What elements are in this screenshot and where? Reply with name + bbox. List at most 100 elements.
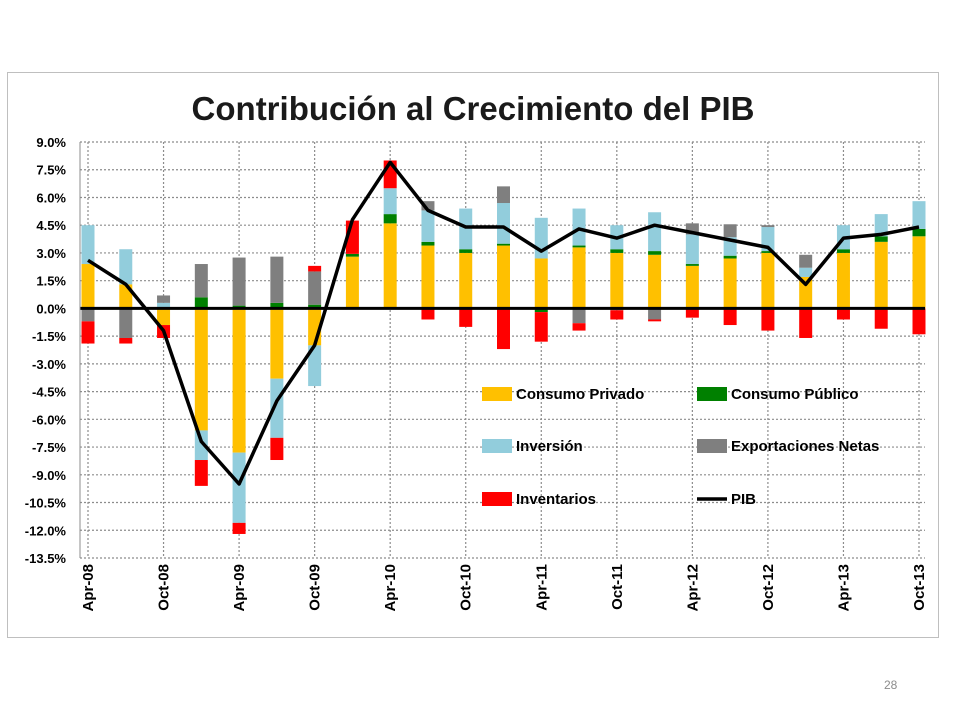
bar-segment [194, 460, 208, 486]
x-tick-label: Oct-11 [609, 564, 626, 610]
x-tick-label: Apr-08 [80, 564, 97, 612]
y-tick-label: 3.0% [36, 246, 66, 261]
bar-segment [685, 265, 699, 309]
bar-segment [761, 225, 775, 228]
legend-label: Consumo Privado [516, 386, 644, 403]
bar-segment [874, 241, 888, 309]
bar-segment [723, 308, 737, 326]
bar-segment [81, 225, 95, 265]
bar-segment [912, 201, 926, 229]
y-tick-label: 4.5% [36, 218, 66, 233]
bar-segment [421, 201, 435, 211]
bar-segment [723, 255, 737, 259]
y-tick-label: -1.5% [32, 329, 66, 344]
bar-segment [799, 276, 813, 309]
bar-segment [497, 308, 510, 350]
bar-segment [270, 308, 284, 379]
bar-segment [345, 253, 359, 257]
legend-label: Inversión [516, 438, 583, 455]
chart-frame [7, 72, 939, 638]
y-tick-label: -9.0% [32, 468, 66, 483]
bar-segment [572, 308, 586, 324]
bar-segment [572, 208, 586, 246]
legend-label: Exportaciones Netas [731, 438, 879, 455]
bar-segment [761, 308, 775, 331]
bar-segment [497, 203, 510, 244]
bar-segment [119, 337, 133, 344]
legend-swatch [697, 439, 727, 453]
bar-segment [685, 264, 699, 266]
bar-segment [459, 208, 473, 250]
bar-segment [723, 224, 737, 238]
bars [81, 160, 926, 534]
bar-segment [421, 210, 435, 242]
bar-segment [648, 319, 662, 322]
bar-segment [383, 188, 397, 215]
bar-segment [874, 236, 888, 242]
bar-segment [761, 252, 775, 309]
bar-segment [383, 214, 397, 224]
bar-segment [308, 304, 322, 309]
x-tick-label: Oct-12 [760, 564, 777, 611]
bar-segment [81, 308, 95, 322]
bar-segment [308, 265, 322, 272]
bar-segment [232, 522, 246, 534]
bar-segment [232, 257, 246, 306]
x-tick-label: Oct-10 [458, 564, 475, 611]
bar-segment [81, 321, 95, 344]
bar-segment [610, 252, 624, 309]
bar-segment [497, 186, 510, 204]
bar-segment [836, 249, 850, 253]
x-tick-label: Apr-09 [231, 564, 248, 612]
y-tick-label: -13.5% [25, 551, 67, 566]
bar-segment [648, 308, 662, 320]
bar-segment [421, 241, 435, 246]
bar-segment [648, 212, 662, 252]
y-tick-label: 1.5% [36, 274, 66, 289]
bar-segment [497, 245, 510, 309]
chart-title: Contribución al Crecimiento del PIB [191, 90, 755, 127]
bar-segment [157, 302, 171, 309]
bar-segment [874, 214, 888, 237]
bar-segment [421, 245, 435, 309]
bar-segment [685, 223, 699, 235]
y-tick-label: 7.5% [36, 163, 66, 178]
bar-segment [232, 308, 246, 453]
y-tick-label: -4.5% [32, 385, 66, 400]
y-tick-label: -3.0% [32, 357, 66, 372]
bar-segment [345, 256, 359, 309]
y-tick-label: -7.5% [32, 440, 66, 455]
bar-segment [383, 223, 397, 309]
y-tick-label: 6.0% [36, 190, 66, 205]
x-tick-label: Apr-11 [533, 564, 550, 611]
x-tick-label: Oct-13 [911, 564, 928, 611]
bar-segment [308, 271, 322, 305]
bar-segment [836, 252, 850, 309]
legend-swatch [697, 387, 727, 401]
bar-segment [459, 308, 473, 327]
bar-segment [912, 236, 926, 309]
y-tick-label: 0.0% [36, 301, 66, 316]
bar-segment [534, 258, 548, 309]
legend-label: Inventarios [516, 491, 596, 508]
bar-segment [572, 323, 586, 331]
bar-segment [194, 297, 208, 309]
bar-segment [157, 308, 171, 326]
bar-segment [723, 258, 737, 309]
bar-segment [912, 308, 926, 335]
y-tick-label: -12.0% [25, 523, 67, 538]
bar-segment [534, 312, 548, 342]
grid [80, 141, 925, 559]
bar-segment [836, 308, 850, 320]
bar-segment [799, 308, 813, 338]
x-axis: Apr-08 Oct-08 Apr-09 Oct-09 Apr-10 Oct-10 Apr-… [80, 564, 928, 612]
bar-segment [799, 267, 813, 277]
bar-segment [685, 308, 699, 318]
bar-segment [685, 234, 699, 265]
bar-segment [799, 254, 813, 268]
x-tick-label: Apr-13 [835, 564, 852, 612]
y-axis: 9.0% 7.5% 6.0% 4.5% 3.0% 1.5% 0.0% -1.5% -3.0% -4… [25, 135, 81, 566]
legend-swatch [482, 387, 512, 401]
x-tick-label: Oct-09 [307, 564, 324, 611]
